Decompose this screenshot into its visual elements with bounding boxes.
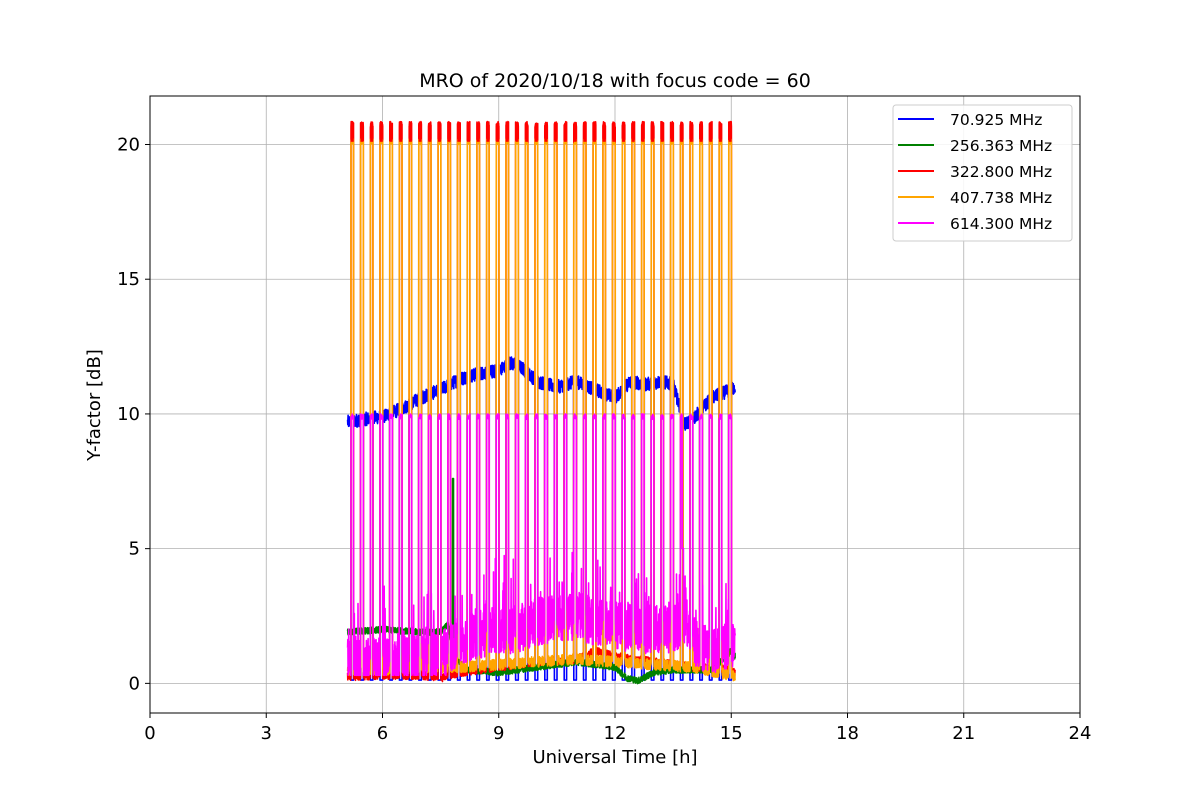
series-line [346, 413, 736, 677]
legend: 70.925 MHz 256.363 MHz 322.800 MHz 407.738 … [892, 104, 1073, 242]
x-tick-label: 0 [144, 723, 155, 744]
plot-series [346, 120, 736, 685]
y-tick-label: 5 [129, 539, 140, 560]
legend-entry-label: 322.800 MHz [950, 163, 1052, 181]
y-tick-label: 0 [129, 673, 140, 694]
axis-ticks: 0 3 6 9 12 15 18 21 24 0 5 10 15 20 [117, 134, 1091, 744]
y-tick-label: 15 [117, 269, 140, 290]
y-tick-label: 10 [117, 404, 140, 425]
y-tick-label: 20 [117, 134, 140, 155]
x-tick-label: 15 [720, 723, 743, 744]
x-axis-label: Universal Time [h] [532, 747, 697, 768]
x-tick-label: 12 [604, 723, 627, 744]
x-tick-label: 18 [836, 723, 859, 744]
legend-entry-label: 70.925 MHz [950, 111, 1042, 129]
x-tick-label: 21 [952, 723, 975, 744]
chart-title: MRO of 2020/10/18 with focus code = 60 [419, 70, 811, 92]
legend-box [892, 104, 1073, 242]
x-tick-label: 24 [1069, 723, 1092, 744]
legend-entry-label: 256.363 MHz [950, 137, 1052, 155]
x-tick-label: 6 [377, 723, 388, 744]
x-tick-label: 3 [261, 723, 272, 744]
x-tick-label: 9 [493, 723, 504, 744]
y-axis-label: Y-factor [dB] [84, 349, 105, 462]
legend-entry-label: 407.738 MHz [950, 189, 1052, 207]
legend-entry-label: 614.300 MHz [950, 215, 1052, 233]
